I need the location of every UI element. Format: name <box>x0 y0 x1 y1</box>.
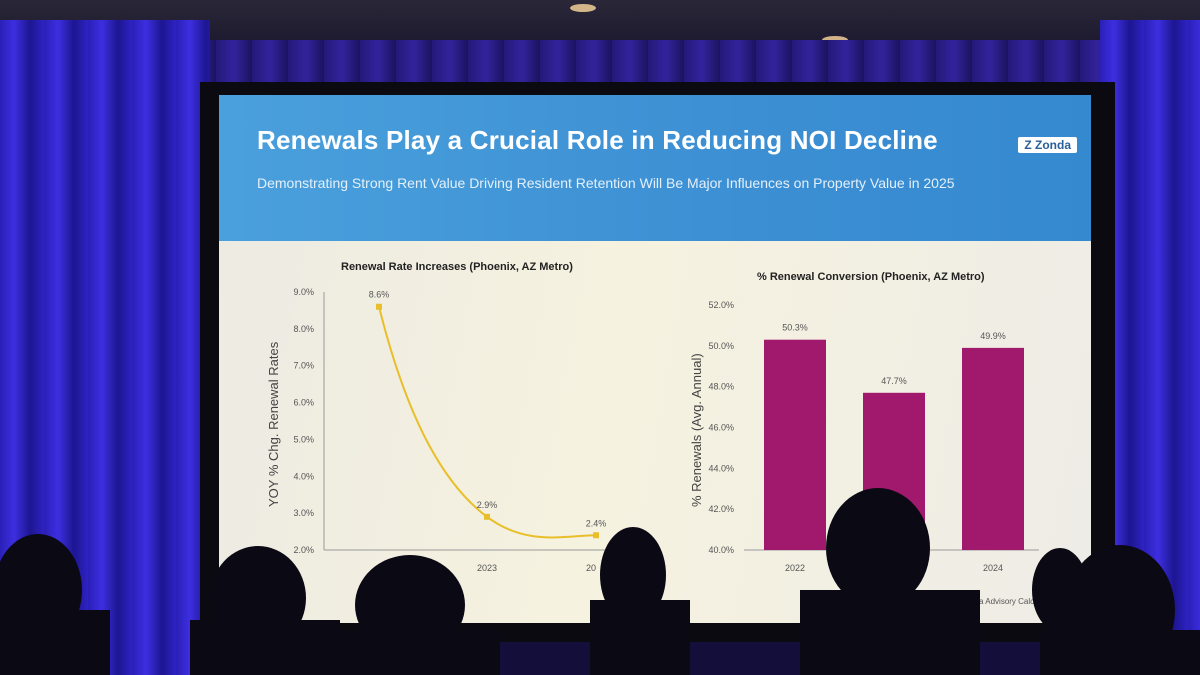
line-chart-title: Renewal Rate Increases (Phoenix, AZ Metr… <box>341 261 573 273</box>
line-series <box>378 306 597 539</box>
bar-y-tick: 42.0% <box>708 504 734 514</box>
zonda-logo: Z Zonda <box>1018 137 1077 153</box>
curtain-left <box>0 20 210 675</box>
bar-y-tick: 44.0% <box>708 463 734 473</box>
line-y-tick: 7.0% <box>293 361 314 371</box>
line-x-tick: 20 <box>586 563 596 573</box>
line-data-label: 2.9% <box>477 500 498 510</box>
bar-y-tick: 52.0% <box>708 300 734 310</box>
projection-screen: Renewals Play a Crucial Role in Reducing… <box>219 95 1091 623</box>
bar-y-tick: 50.0% <box>708 341 734 351</box>
bar-y-tick: 40.0% <box>708 545 734 555</box>
line-y-tick: 8.0% <box>293 324 314 334</box>
line-data-label: 2.4% <box>586 518 607 528</box>
slide-banner: Renewals Play a Crucial Role in Reducing… <box>219 95 1091 241</box>
line-point <box>593 532 599 539</box>
bar <box>764 339 826 550</box>
line-y-tick: 3.0% <box>293 508 314 518</box>
bar-data-label: 49.9% <box>980 331 1006 341</box>
bar-data-label: 50.3% <box>782 323 808 333</box>
curtain-right <box>1100 20 1200 675</box>
bar-y-tick: 48.0% <box>708 382 734 392</box>
bar <box>962 347 1024 550</box>
source-note: Source: Zonda Advisory Calc <box>931 597 1035 606</box>
line-point <box>484 513 490 520</box>
bar-data-label: 47.7% <box>881 376 907 386</box>
line-data-label: 8.6% <box>369 290 390 300</box>
line-y-tick: 6.0% <box>293 398 314 408</box>
line-point <box>376 303 382 310</box>
line-y-tick: 9.0% <box>293 287 314 297</box>
line-y-tick: 5.0% <box>293 434 314 444</box>
bar-x-tick: 2024 <box>983 563 1003 573</box>
charts-svg: 9.0% 8.0% 7.0% 6.0% 5.0% 4.0% 3.0% 2.0% 8.6% 2.9%… <box>293 287 1039 573</box>
slide-subtitle: Demonstrating Strong Rent Value Driving … <box>257 175 955 191</box>
ceiling-light <box>570 4 596 12</box>
bar-y-tick: 46.0% <box>708 423 734 433</box>
bar-chart-title: % Renewal Conversion (Phoenix, AZ Metro) <box>757 271 985 283</box>
line-y-tick: 2.0% <box>293 545 314 555</box>
slide-title: Renewals Play a Crucial Role in Reducing… <box>257 125 938 155</box>
bar-x-tick: 2022 <box>785 563 805 573</box>
line-y-tick: 4.0% <box>293 471 314 481</box>
line-x-tick: 2023 <box>477 563 497 573</box>
bar <box>863 392 925 550</box>
